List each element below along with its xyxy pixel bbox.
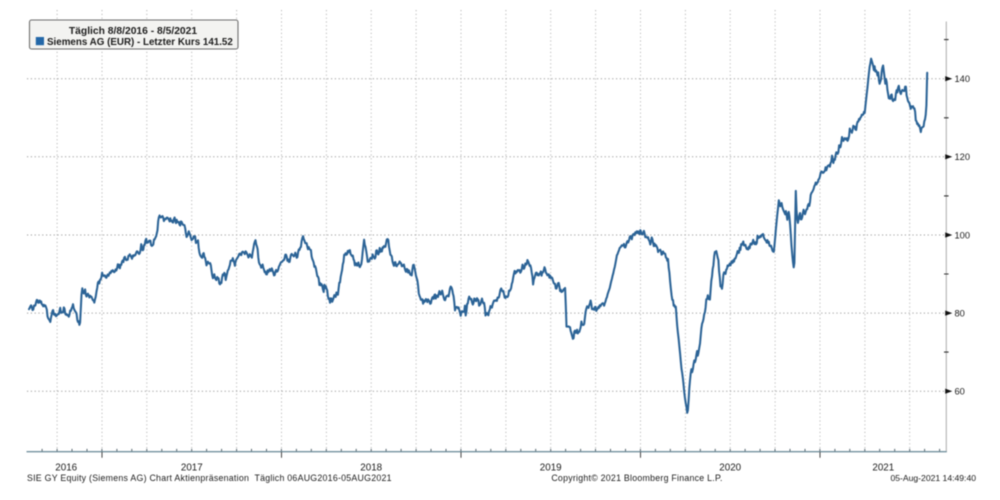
svg-text:100: 100 (955, 230, 971, 240)
svg-text:2020: 2020 (719, 463, 741, 474)
svg-text:60: 60 (955, 387, 965, 397)
svg-text:2021: 2021 (872, 463, 894, 474)
svg-text:2018: 2018 (360, 463, 382, 474)
svg-text:2016: 2016 (55, 463, 77, 474)
svg-text:2019: 2019 (540, 463, 562, 474)
svg-text:Täglich 8/8/2016 - 8/5/2021: Täglich 8/8/2016 - 8/5/2021 (69, 26, 197, 37)
svg-text:SIE GY Equity (Siemens AG) Cha: SIE GY Equity (Siemens AG) Chart Aktienp… (27, 473, 392, 483)
svg-text:2017: 2017 (181, 463, 203, 474)
svg-text:120: 120 (955, 152, 971, 162)
svg-text:05-Aug-2021 14:49:40: 05-Aug-2021 14:49:40 (890, 473, 976, 483)
svg-text:80: 80 (955, 308, 965, 318)
svg-text:Copyright© 2021 Bloomberg Fina: Copyright© 2021 Bloomberg Finance L.P. (551, 473, 722, 483)
svg-text:Siemens AG (EUR) - Letzter Kur: Siemens AG (EUR) - Letzter Kurs 141.52 (47, 37, 233, 48)
svg-text:140: 140 (955, 74, 971, 84)
